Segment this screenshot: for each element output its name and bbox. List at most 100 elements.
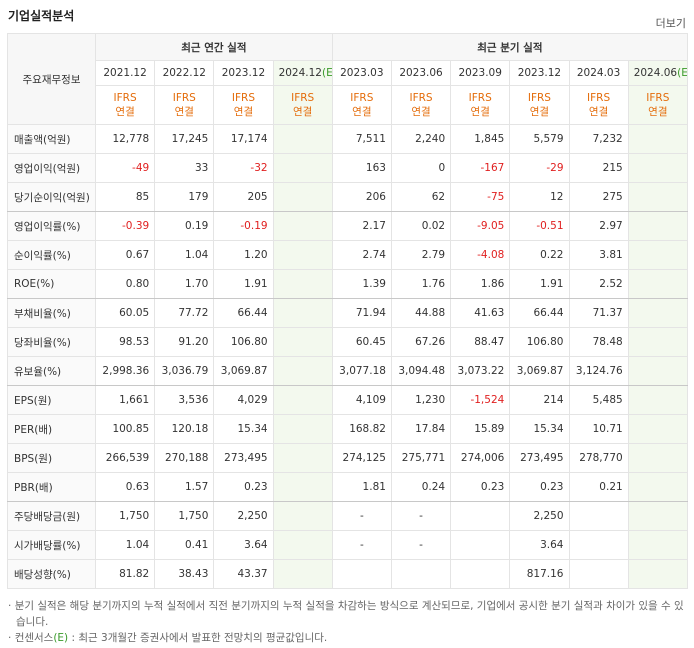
row-label: BPS(원) xyxy=(7,443,96,473)
cell: 3,124.76 xyxy=(568,356,629,386)
cell: 0.24 xyxy=(390,472,452,502)
period-header: 2023.12 xyxy=(509,60,570,86)
cell xyxy=(272,443,333,473)
cell xyxy=(272,385,333,415)
cell: 5,485 xyxy=(568,385,629,415)
period-header: 2024.06(E) xyxy=(627,60,689,86)
basis-text: 연결 xyxy=(470,106,490,118)
data-row: 배당성향(%) 81.82 38.43 43.37 817.16 xyxy=(7,559,689,589)
data-row: 순이익률(%) 0.67 1.04 1.20 2.74 2.79 -4.08 0.22 3.81 xyxy=(7,240,689,270)
cell xyxy=(272,327,333,357)
cell: 2.79 xyxy=(390,240,452,270)
cell: - xyxy=(390,501,452,531)
basis-text: IFRS xyxy=(172,92,196,104)
cell: 0.67 xyxy=(94,240,156,270)
note-text: 컨센서스 xyxy=(14,632,54,644)
more-link[interactable]: 더보기 xyxy=(655,17,686,30)
basis-header: IFRS 연결 xyxy=(509,85,570,125)
cell: 7,232 xyxy=(568,124,629,154)
basis-text: IFRS xyxy=(113,92,137,104)
note: · 컨센서스(E) : 최근 3개월간 증권사에서 발표한 전망치의 평균값입니… xyxy=(8,632,328,644)
cell xyxy=(390,559,452,589)
row-label: 매출액(억원) xyxy=(7,124,96,154)
cell: 12 xyxy=(509,182,570,212)
period-date: 2022.12 xyxy=(162,67,206,79)
row-label: 시가배당률(%) xyxy=(7,530,96,560)
cell: 78.48 xyxy=(568,327,629,357)
cell: 98.53 xyxy=(94,327,156,357)
data-row: BPS(원) 266,539 270,188 273,495 274,125 275,77… xyxy=(7,443,689,473)
cell: 1,845 xyxy=(450,124,511,154)
cell: 0.80 xyxy=(94,269,156,299)
basis-text: IFRS xyxy=(231,92,256,104)
cell: -0.19 xyxy=(213,211,274,241)
period-header: 2022.12 xyxy=(154,60,215,86)
data-row: 매출액(억원) 12,778 17,245 17,174 7,511 2,240 1,845… xyxy=(7,124,689,154)
cell xyxy=(627,298,689,328)
cell: - xyxy=(390,530,452,560)
cell: 66.44 xyxy=(509,298,570,328)
cell: 120.18 xyxy=(154,414,215,444)
row-label: 배당성향(%) xyxy=(7,559,96,589)
period-header: 2023.06 xyxy=(390,60,452,86)
cell: 3,069.87 xyxy=(213,356,274,386)
cell xyxy=(627,327,689,357)
basis-text: 연결 xyxy=(648,106,668,118)
cell: 0.63 xyxy=(94,472,156,502)
data-row: EPS(원) 1,661 3,536 4,029 4,109 1,230 -1,524 214… xyxy=(7,385,689,415)
cell: -29 xyxy=(509,153,570,183)
data-row: 당좌비율(%) 98.53 91.20 106.80 60.45 67.26 88.47 10… xyxy=(7,327,689,357)
basis-header: IFRS 연결 xyxy=(390,85,452,125)
cell xyxy=(272,559,333,589)
cell: 1.70 xyxy=(154,269,215,299)
cell: 1.86 xyxy=(450,269,511,299)
period-header: 2024.03 xyxy=(568,60,629,86)
row-label: 영업이익률(%) xyxy=(7,211,96,241)
cell: 100.85 xyxy=(94,414,156,444)
cell: 15.89 xyxy=(450,414,511,444)
cell: 17.84 xyxy=(390,414,452,444)
cell xyxy=(627,182,689,212)
cell: 66.44 xyxy=(213,298,274,328)
cell xyxy=(627,269,689,299)
cell xyxy=(331,559,392,589)
cell: 7,511 xyxy=(331,124,392,154)
basis-text: IFRS xyxy=(291,92,315,104)
cell: 1,230 xyxy=(390,385,452,415)
cell: 44.88 xyxy=(390,298,452,328)
cell: 274,125 xyxy=(331,443,392,473)
basis-header: IFRS 연결 xyxy=(94,85,156,125)
cell: 3,536 xyxy=(154,385,215,415)
cell: 10.71 xyxy=(568,414,629,444)
cell: 206 xyxy=(331,182,392,212)
cell xyxy=(272,530,333,560)
cell xyxy=(272,298,333,328)
cell xyxy=(568,559,629,589)
row-label: 주당배당금(원) xyxy=(7,501,96,531)
cell: 77.72 xyxy=(154,298,215,328)
period-header: 2023.03 xyxy=(331,60,392,86)
cell: -32 xyxy=(213,153,274,183)
cell: -0.39 xyxy=(94,211,156,241)
cell: 43.37 xyxy=(213,559,274,589)
cell: 163 xyxy=(331,153,392,183)
row-label: 영업이익(억원) xyxy=(7,153,96,183)
cell xyxy=(272,269,333,299)
note: · 분기 실적은 해당 분기까지의 누적 실적에서 직전 분기까지의 누적 실적… xyxy=(8,600,684,628)
cell: 1,661 xyxy=(94,385,156,415)
cell xyxy=(272,211,333,241)
cell: 2.52 xyxy=(568,269,629,299)
note-mark: (E) xyxy=(53,632,69,644)
cell: 3.81 xyxy=(568,240,629,270)
cell xyxy=(272,414,333,444)
basis-row: IFRS 연결 IFRS 연결 IFRS 연결 IFRS 연결 IFRS 연결 IFRS 연결 IFRS… xyxy=(8,85,689,125)
cell: 2,240 xyxy=(390,124,452,154)
period-date: 2024.06 xyxy=(633,67,678,79)
cell: 85 xyxy=(94,182,156,212)
cell: -4.08 xyxy=(450,240,511,270)
cell: 3.64 xyxy=(509,530,570,560)
basis-header: IFRS 연결 xyxy=(154,85,215,125)
cell: -75 xyxy=(450,182,511,212)
cell xyxy=(627,559,689,589)
